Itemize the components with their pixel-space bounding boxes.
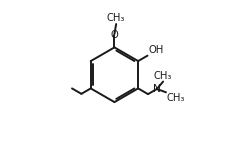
Text: N: N: [153, 84, 161, 94]
Text: CH₃: CH₃: [107, 13, 125, 23]
Text: O: O: [110, 30, 118, 40]
Text: OH: OH: [148, 45, 163, 55]
Text: CH₃: CH₃: [166, 93, 185, 103]
Text: CH₃: CH₃: [154, 71, 172, 81]
